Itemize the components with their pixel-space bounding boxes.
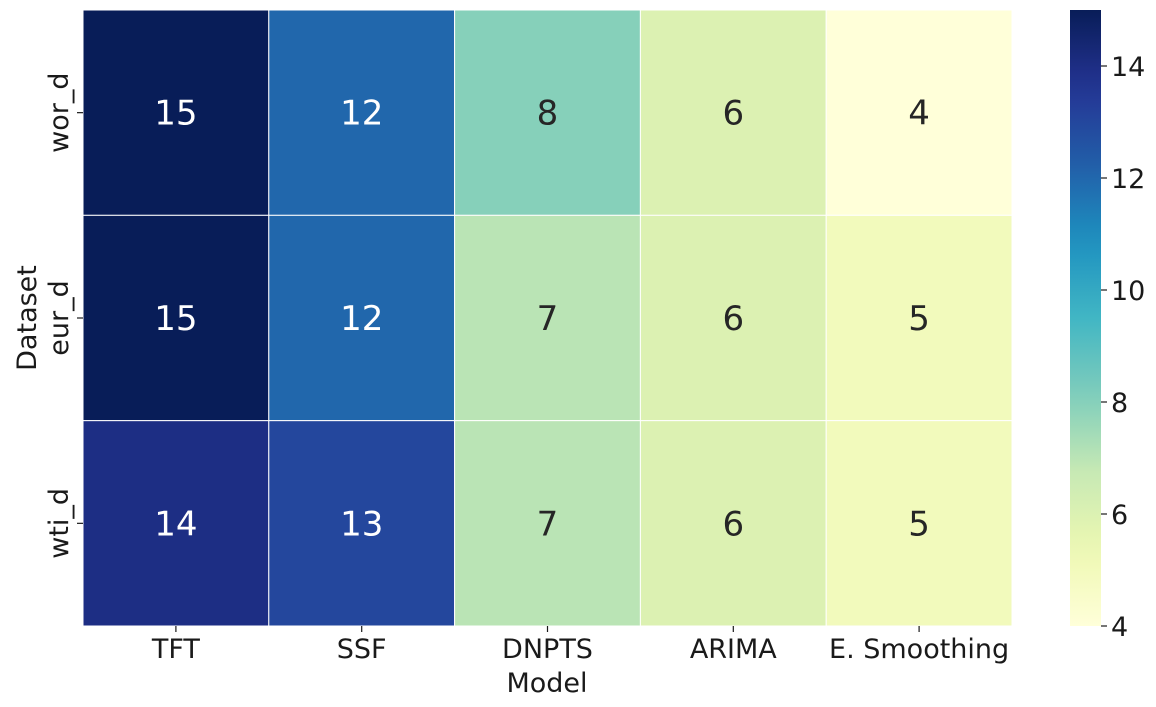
colorbar: 4 6 8 10 12 14 bbox=[1070, 10, 1145, 643]
heatmap-cell bbox=[268, 214, 456, 422]
cell-value-label: 4 bbox=[908, 94, 930, 134]
cell-value-label: 6 bbox=[722, 299, 744, 339]
x-axis-ticks: TFT SSF DNPTS ARIMA E. Smoothing bbox=[151, 626, 1009, 665]
heatmap-cell bbox=[825, 214, 1013, 422]
heatmap-cell bbox=[454, 420, 641, 627]
cell-value-label: 6 bbox=[722, 504, 744, 544]
cell-value-label: 5 bbox=[908, 299, 930, 339]
cell-value-label: 12 bbox=[340, 299, 383, 339]
x-tick-label: ARIMA bbox=[690, 634, 777, 665]
cell-value-label: 13 bbox=[340, 504, 383, 544]
heatmap-cell bbox=[82, 9, 270, 216]
cell-value-label: 5 bbox=[908, 504, 930, 544]
x-tick-label: E. Smoothing bbox=[829, 634, 1009, 665]
y-axis-label: Dataset bbox=[12, 265, 43, 371]
cell-value-label: 8 bbox=[537, 94, 559, 134]
colorbar-tick-label: 8 bbox=[1111, 388, 1128, 419]
colorbar-gradient bbox=[1070, 10, 1101, 626]
cell-value-label: 7 bbox=[537, 504, 559, 544]
cell-value-label: 12 bbox=[340, 94, 383, 134]
colorbar-tick-label: 10 bbox=[1111, 276, 1145, 307]
heatmap-cell bbox=[825, 420, 1013, 627]
y-tick-label: wor_d bbox=[44, 72, 75, 152]
colorbar-ticks: 4 6 8 10 12 14 bbox=[1101, 52, 1145, 643]
cell-value-label: 14 bbox=[154, 504, 197, 544]
heatmap-cell bbox=[82, 214, 270, 422]
heatmap-cell bbox=[268, 9, 456, 216]
heatmap-cell bbox=[454, 214, 641, 422]
heatmap-cell bbox=[268, 420, 456, 627]
heatmap-cells bbox=[82, 9, 1013, 627]
cell-value-label: 7 bbox=[537, 299, 559, 339]
cell-value-label: 15 bbox=[154, 299, 197, 339]
heatmap-cell bbox=[454, 9, 641, 216]
cell-value-label: 6 bbox=[722, 94, 744, 134]
x-tick-label: TFT bbox=[151, 634, 201, 665]
heatmap-cell bbox=[639, 9, 827, 216]
colorbar-tick-label: 6 bbox=[1111, 500, 1128, 531]
colorbar-tick-label: 14 bbox=[1111, 52, 1145, 83]
heatmap-cell bbox=[825, 9, 1013, 216]
y-axis-ticks: wor_d eur_d wti_d bbox=[44, 72, 83, 559]
y-tick-label: eur_d bbox=[44, 280, 75, 355]
cell-value-labels: 15 12 8 6 4 15 12 7 6 5 14 13 7 6 5 bbox=[154, 94, 930, 545]
colorbar-tick-label: 12 bbox=[1111, 164, 1145, 195]
colorbar-tick-label: 4 bbox=[1111, 612, 1128, 643]
x-axis-label: Model bbox=[506, 668, 587, 699]
heatmap-cell bbox=[639, 420, 827, 627]
cell-value-label: 15 bbox=[154, 94, 197, 134]
y-tick-label: wti_d bbox=[44, 488, 75, 559]
x-tick-label: DNPTS bbox=[502, 634, 593, 665]
x-tick-label: SSF bbox=[337, 634, 387, 665]
